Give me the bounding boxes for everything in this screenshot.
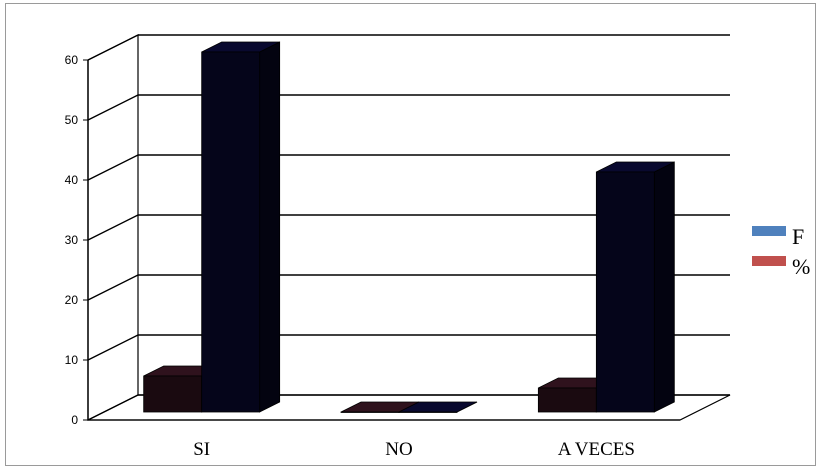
y-tick-label: 10 [65, 353, 79, 367]
gridline-depth [87, 154, 139, 181]
bar-a-veces-pct [595, 161, 675, 413]
gridline-depth [87, 274, 139, 301]
y-tick-label: 40 [65, 173, 79, 187]
bar-front [537, 387, 597, 413]
y-tick-label: 50 [65, 113, 79, 127]
gridline-depth [87, 94, 139, 121]
y-tick-label: 0 [71, 413, 78, 427]
legend-label: % [792, 254, 810, 279]
y-tick-label: 30 [65, 233, 79, 247]
bar-front [595, 171, 655, 413]
y-tick-label: 20 [65, 293, 79, 307]
bar-side [259, 41, 281, 413]
gridline-depth [87, 334, 139, 361]
y-tick-labels: 0 10 20 30 40 50 60 [65, 53, 79, 427]
bar-no-pct [398, 401, 478, 413]
legend: F% [752, 224, 810, 279]
legend-swatch [752, 256, 786, 266]
category-label: NO [385, 439, 412, 460]
bar-side [653, 161, 675, 413]
legend-swatch [752, 226, 786, 236]
bars [143, 41, 675, 413]
axes [83, 59, 680, 421]
bar-front [201, 51, 261, 413]
bar-front [398, 411, 458, 413]
y-tick-label: 60 [65, 53, 79, 67]
legend-label: F [792, 224, 804, 249]
bar-front [340, 411, 400, 413]
gridline-depth [87, 214, 139, 241]
bar-si-pct [201, 41, 281, 413]
category-labels: SI NO A VECES [193, 439, 635, 460]
bar-front [143, 375, 203, 413]
gridline-depth [87, 394, 139, 421]
category-label: A VECES [558, 439, 635, 460]
gridline-depth [87, 34, 139, 61]
category-label: SI [193, 439, 210, 460]
chart-frame [5, 3, 816, 466]
